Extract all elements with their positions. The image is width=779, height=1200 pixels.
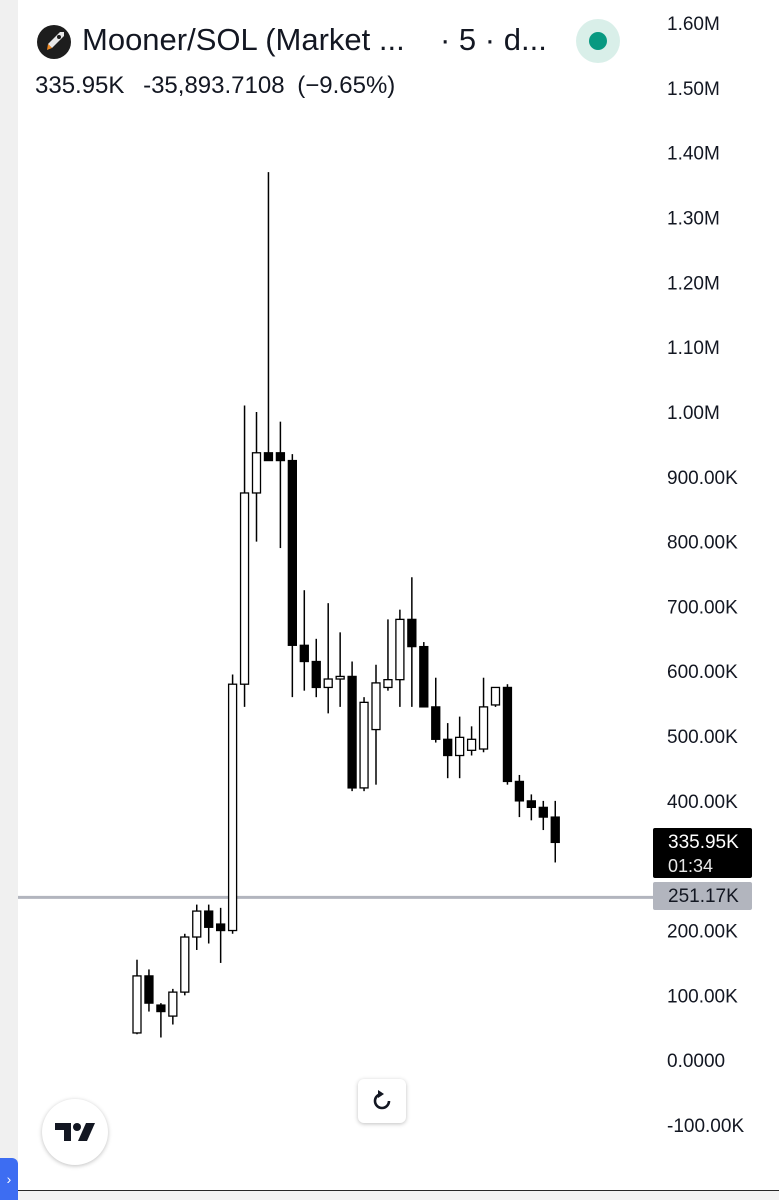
candle-up[interactable] bbox=[454, 736, 465, 757]
y-axis-tick-label: 1.20M bbox=[667, 273, 720, 294]
last-price: 335.95K bbox=[35, 72, 125, 99]
chart-interval[interactable]: · 5 · d... bbox=[440, 22, 547, 57]
y-axis-tick-label: 1.60M bbox=[667, 14, 720, 35]
candle-up[interactable] bbox=[395, 618, 405, 681]
candle-down[interactable] bbox=[502, 686, 513, 783]
candle-up[interactable] bbox=[132, 975, 142, 1034]
candle-down[interactable] bbox=[347, 675, 357, 789]
y-axis-tick-label: 700.00K bbox=[667, 597, 738, 618]
bar-countdown-timer: 01:34 bbox=[668, 856, 714, 876]
candle-down[interactable] bbox=[263, 452, 274, 462]
candle-down[interactable] bbox=[526, 800, 536, 809]
refresh-icon bbox=[373, 1090, 391, 1110]
candle-down[interactable] bbox=[156, 1004, 166, 1013]
candle-down[interactable] bbox=[275, 452, 286, 462]
candle-down[interactable] bbox=[204, 910, 214, 928]
candle-up[interactable] bbox=[180, 936, 190, 993]
last-price-badge: 335.95K 01:34 bbox=[653, 828, 752, 878]
y-axis-tick-label: 400.00K bbox=[667, 792, 738, 813]
y-axis-tick-label: 1.10M bbox=[667, 338, 720, 359]
candle-down[interactable] bbox=[215, 923, 226, 932]
candle-up[interactable] bbox=[323, 678, 333, 689]
candle-down[interactable] bbox=[514, 780, 525, 802]
candle-up[interactable] bbox=[239, 492, 250, 685]
candle-down[interactable] bbox=[419, 645, 429, 708]
candle-up[interactable] bbox=[478, 706, 489, 750]
y-axis-tick-label: 900.00K bbox=[667, 468, 738, 489]
y-axis-tick-label: 1.30M bbox=[667, 208, 720, 229]
candle-up[interactable] bbox=[466, 738, 477, 751]
candle-up[interactable] bbox=[383, 679, 393, 689]
candle-up[interactable] bbox=[251, 452, 262, 494]
y-axis-tick-label: 800.00K bbox=[667, 533, 738, 554]
price-change-percent: (−9.65%) bbox=[297, 72, 396, 99]
live-status-indicator[interactable] bbox=[576, 19, 620, 63]
candle-up[interactable] bbox=[227, 683, 238, 932]
candle-down[interactable] bbox=[550, 816, 560, 844]
y-axis-tick-label: 0.0000 bbox=[667, 1051, 725, 1072]
candle-down[interactable] bbox=[287, 459, 298, 646]
y-axis-tick-label: 200.00K bbox=[667, 922, 738, 943]
reset-chart-button[interactable] bbox=[358, 1079, 406, 1123]
candle-down[interactable] bbox=[407, 618, 417, 648]
candle-up[interactable] bbox=[168, 991, 178, 1017]
candle-down[interactable] bbox=[431, 706, 441, 740]
candle-up[interactable] bbox=[371, 682, 381, 731]
side-panel-toggle[interactable]: › bbox=[0, 1158, 18, 1200]
left-edge-strip bbox=[0, 0, 18, 1200]
candle-down[interactable] bbox=[311, 660, 321, 689]
tradingview-logo-icon bbox=[55, 1123, 95, 1141]
tradingview-logo-button[interactable] bbox=[42, 1099, 108, 1165]
candle-up[interactable] bbox=[490, 686, 501, 706]
chart-title[interactable]: Mooner/SOL (Market ... bbox=[82, 22, 405, 57]
y-axis-tick-label: -100.00K bbox=[667, 1116, 744, 1137]
y-axis-tick-label: 1.00M bbox=[667, 403, 720, 424]
y-axis-tick-label: 1.40M bbox=[667, 144, 720, 165]
y-axis-tick-label: 500.00K bbox=[667, 727, 738, 748]
candle-down[interactable] bbox=[538, 806, 548, 818]
candle-up[interactable] bbox=[359, 701, 369, 789]
candle-down[interactable] bbox=[144, 975, 154, 1004]
last-price-badge-value: 335.95K bbox=[668, 832, 739, 853]
candle-down[interactable] bbox=[443, 738, 453, 757]
y-axis-tick-label: 600.00K bbox=[667, 662, 738, 683]
y-axis-tick-label: 100.00K bbox=[667, 986, 738, 1007]
candle-up[interactable] bbox=[335, 675, 345, 680]
horizontal-line-badge: 251.17K bbox=[653, 882, 752, 910]
price-change: -35,893.7108 bbox=[143, 72, 285, 99]
y-axis-tick-label: 1.50M bbox=[667, 79, 720, 100]
rocket-coin-icon bbox=[37, 25, 71, 59]
chevron-right-icon: › bbox=[6, 1171, 12, 1187]
live-status-dot-icon bbox=[589, 32, 607, 50]
candle-up[interactable] bbox=[192, 910, 202, 938]
horizontal-line-value: 251.17K bbox=[668, 886, 739, 907]
candle-down[interactable] bbox=[299, 644, 309, 663]
price-summary: 335.95K -35,893.7108 (−9.65%) bbox=[35, 72, 407, 100]
